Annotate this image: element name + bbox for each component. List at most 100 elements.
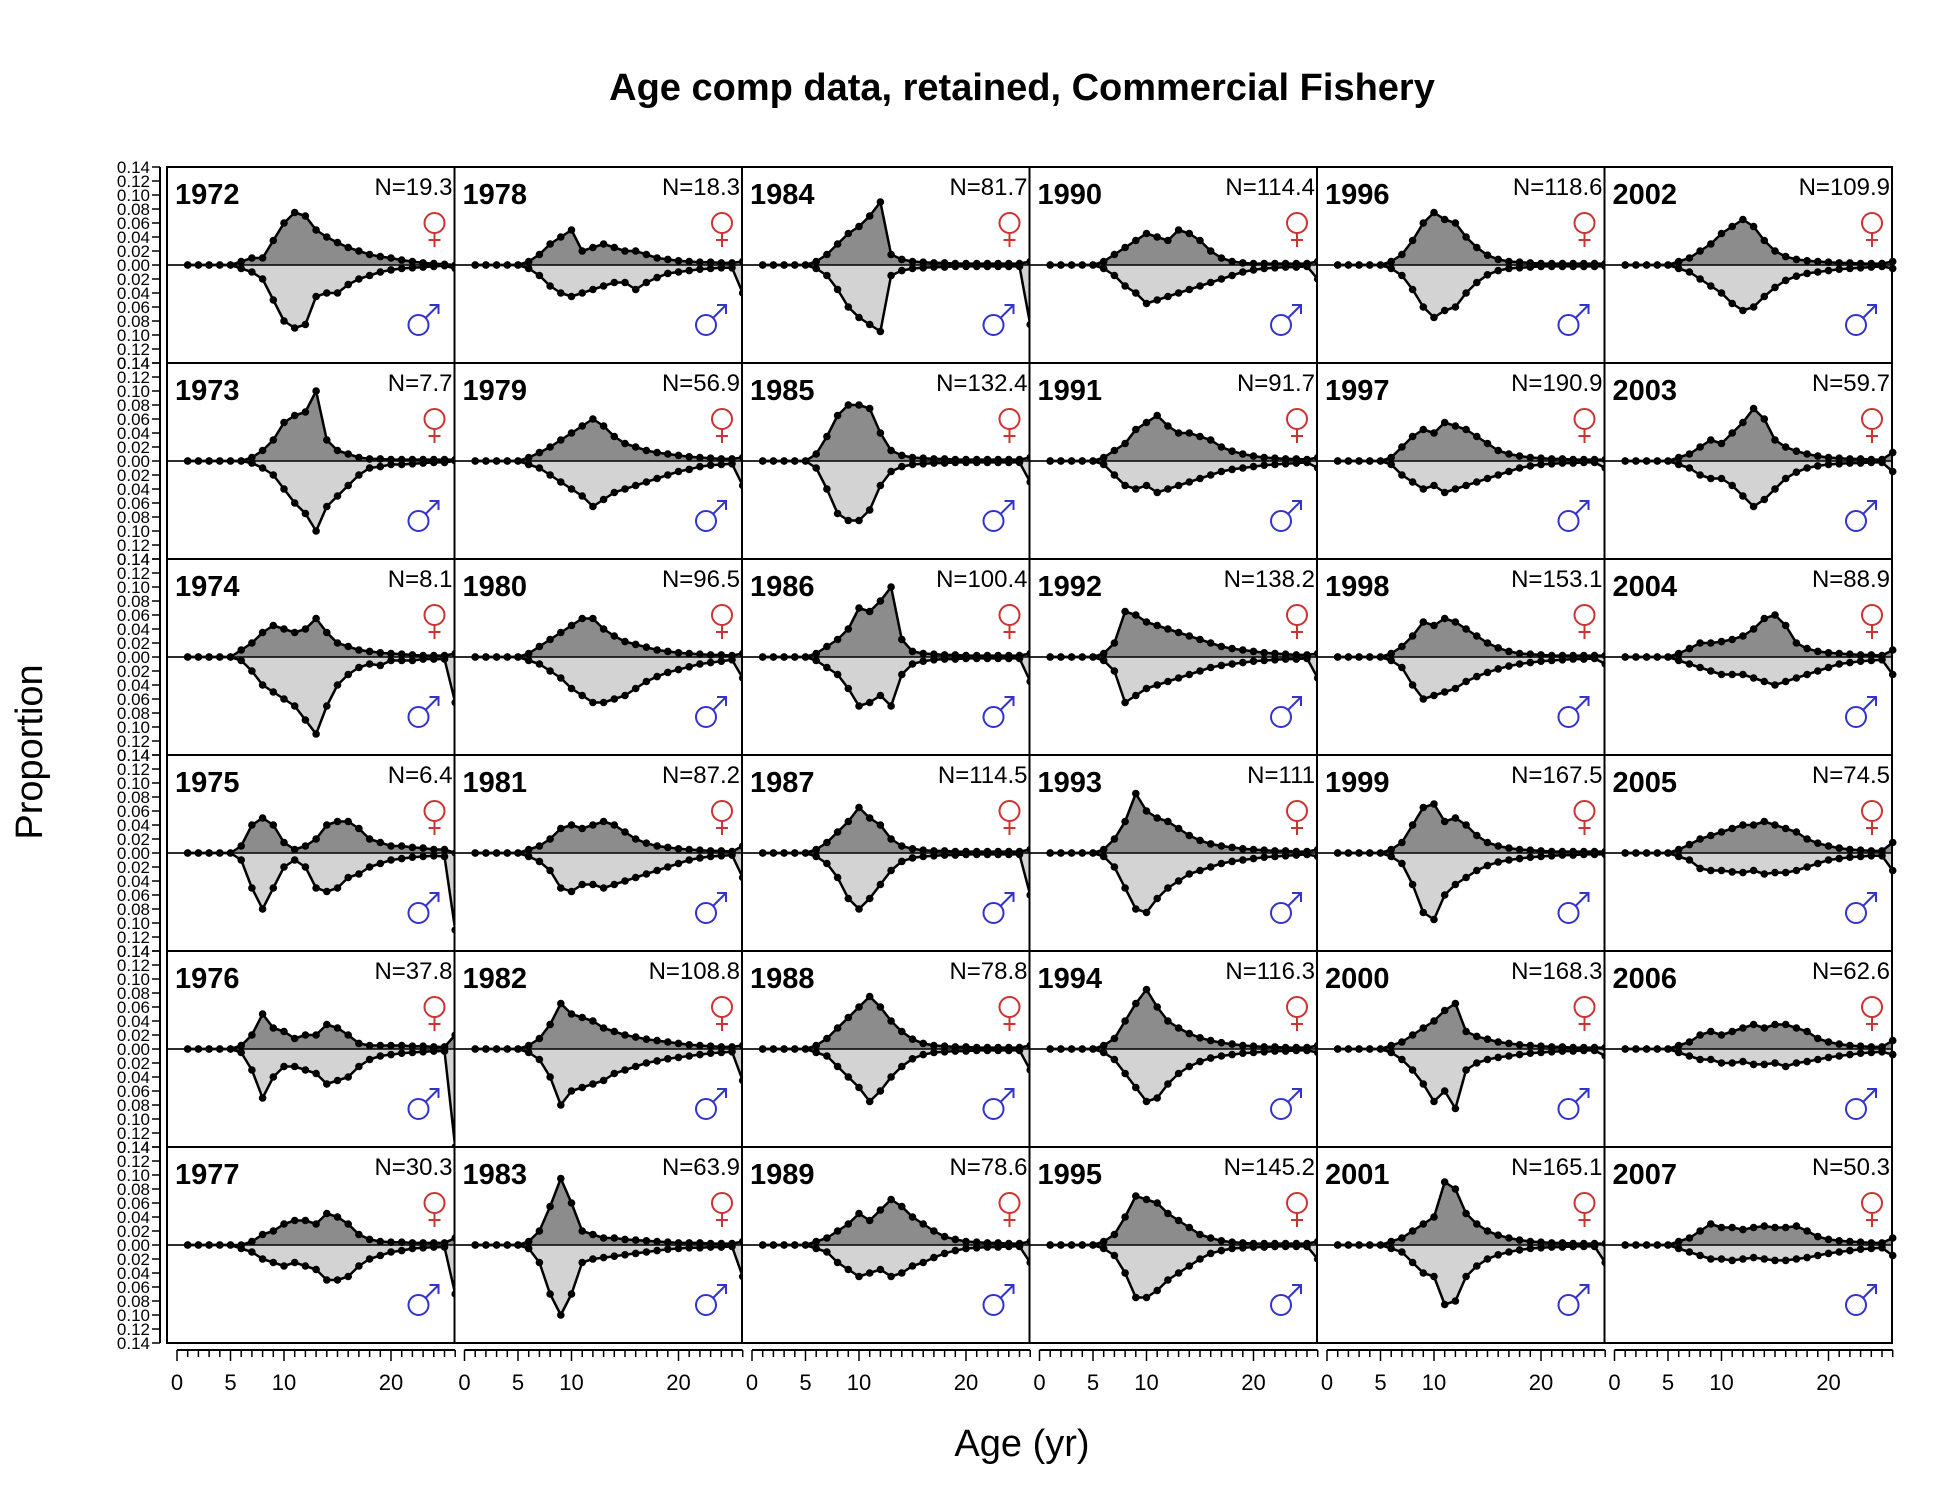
male-point	[1067, 849, 1076, 857]
panel-1989: 1989 N=78.6	[741, 1146, 1034, 1344]
female-point	[344, 1220, 353, 1228]
female-point	[1685, 1234, 1694, 1242]
panel-2005: 2005 N=74.5	[1603, 754, 1897, 952]
female-point	[1121, 817, 1129, 826]
male-symbol-icon	[1292, 892, 1302, 902]
male-point	[226, 653, 235, 661]
x-tick-label: 10	[272, 1370, 296, 1395]
female-point	[1814, 452, 1822, 460]
male-point	[1451, 485, 1460, 493]
female-point	[1674, 257, 1683, 266]
female-point	[696, 258, 704, 267]
male-point	[844, 894, 853, 903]
female-point	[1867, 1043, 1876, 1051]
panel-year-label: 1996	[1325, 179, 1390, 211]
male-point	[387, 266, 395, 274]
male-point	[801, 1045, 810, 1053]
male-point	[1153, 488, 1161, 497]
male-point	[1333, 1045, 1342, 1053]
male-symbol-icon	[982, 1294, 1005, 1316]
male-point	[876, 1087, 885, 1095]
female-point	[610, 821, 619, 829]
panel-year-label: 1979	[463, 375, 528, 407]
panel-sample-size: N=78.6	[949, 1154, 1027, 1181]
male-point	[1771, 1256, 1779, 1265]
female-point	[1728, 222, 1736, 231]
male-point	[758, 1241, 767, 1249]
panel-year-label: 1986	[750, 571, 815, 603]
panel-sample-size: N=37.8	[374, 958, 452, 985]
female-point	[524, 1041, 533, 1050]
male-point	[1537, 262, 1545, 271]
female-point	[578, 1227, 586, 1235]
female-point	[653, 1036, 661, 1045]
male-point	[631, 684, 640, 693]
female-point	[344, 243, 353, 252]
male-point	[1483, 271, 1492, 279]
female-point	[887, 250, 895, 259]
female-point	[1185, 429, 1194, 437]
male-point	[1867, 1048, 1876, 1057]
female-point	[1792, 639, 1801, 647]
female-point	[1440, 418, 1449, 427]
male-symbol-icon	[717, 304, 727, 314]
male-point	[599, 1253, 608, 1262]
male-point	[1153, 894, 1161, 903]
male-point	[599, 698, 608, 707]
female-point	[599, 1024, 608, 1032]
male-symbol-icon	[1867, 892, 1877, 902]
y-tick-label: 0.14	[117, 158, 150, 177]
male-point	[419, 1244, 427, 1252]
female-point	[365, 455, 374, 463]
female-area	[762, 405, 1031, 461]
female-point	[1483, 1227, 1492, 1235]
female-point	[1099, 845, 1108, 854]
x-axis-col-2: 0 5 10 20	[458, 1349, 744, 1395]
male-point	[1366, 261, 1374, 269]
y-tick-label: 0.08	[117, 1096, 150, 1115]
male-point	[1547, 262, 1556, 271]
panel-1998: 1998 N=153.1	[1316, 558, 1609, 756]
male-point	[567, 485, 576, 493]
male-point	[1569, 459, 1577, 467]
male-point	[1132, 1293, 1140, 1302]
male-point	[1707, 474, 1715, 483]
male-point	[769, 653, 778, 661]
female-point	[919, 846, 927, 854]
male-point	[1642, 653, 1651, 661]
male-area	[1337, 1245, 1606, 1305]
male-point	[1590, 1242, 1599, 1251]
male-point	[728, 656, 736, 664]
female-point	[908, 1035, 917, 1043]
male-point	[1099, 656, 1108, 665]
male-point	[1728, 299, 1736, 308]
male-point	[930, 656, 938, 664]
male-point	[1260, 656, 1268, 665]
female-point	[535, 1227, 544, 1235]
female-point	[812, 1041, 820, 1050]
female-point	[631, 1033, 640, 1041]
female-point	[1803, 257, 1811, 265]
female-area	[1337, 1003, 1606, 1049]
panel-year-label: 1992	[1038, 571, 1103, 603]
male-point	[769, 1241, 778, 1249]
female-point	[1462, 1027, 1470, 1036]
male-point	[1164, 884, 1172, 892]
male-point	[216, 261, 224, 269]
female-area	[475, 419, 743, 461]
male-point	[376, 268, 385, 276]
male-point	[1621, 1045, 1629, 1053]
male-point	[1271, 460, 1279, 469]
female-point	[1408, 432, 1417, 441]
male-point	[1707, 282, 1715, 290]
male-point	[1462, 1272, 1470, 1281]
male-point	[1281, 655, 1290, 663]
male-point	[1846, 1050, 1854, 1059]
male-point	[323, 1276, 331, 1284]
female-point	[621, 637, 629, 646]
female-area	[762, 1199, 1031, 1245]
y-tick-label: 0.02	[117, 270, 150, 289]
female-point	[812, 845, 820, 854]
male-point	[1547, 460, 1556, 468]
panel-2004: 2004 N=88.9	[1603, 558, 1897, 756]
